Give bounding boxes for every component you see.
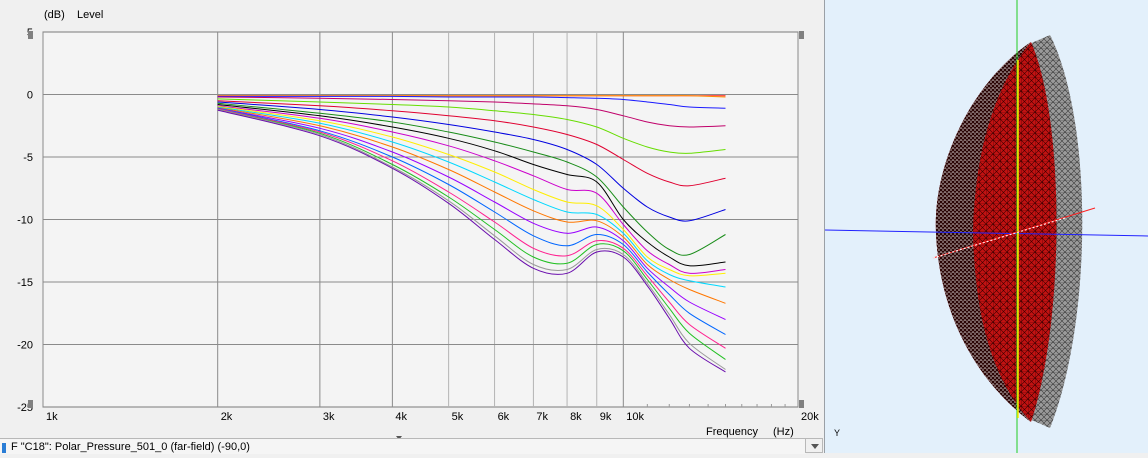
x-tick-label: 6k [498,411,510,423]
x-tick-label: 20k [801,411,819,423]
y-axis-unit: (dB) [44,9,65,21]
series-line-10 [217,105,726,274]
x-tick-label: 5k [452,411,464,423]
series-line-13 [217,107,726,304]
x-tick-label: 1k [46,411,58,423]
y-tick-label: -15 [17,277,33,289]
y-range-handle-top[interactable] [28,31,33,39]
status-text: F "C18": Polar_Pressure_501_0 (far-field… [11,441,250,453]
series-line-17 [217,109,726,360]
x-axis-label: Frequency [706,426,758,438]
series-line-18 [217,109,726,370]
series-line-3 [217,95,726,109]
y-tick-label: -10 [17,215,33,227]
x-tick-label: 9k [600,411,612,423]
frequency-response-chart: 50-5-10-15-20-25 1k2k3k4k5k6k7k8k9k10k20… [17,9,819,440]
y-axis-label: Level [77,9,103,21]
series-line-9 [217,104,726,267]
series-line-19 [217,109,726,373]
y-range-handle-bottom[interactable] [28,400,33,408]
y-tick-label: 0 [27,90,33,102]
series-line-6 [217,100,726,187]
axis-indicator-y-label: Y [834,428,841,438]
y-tick-labels: 50-5-10-15-20-25 [17,27,33,414]
series-layer [217,95,726,373]
series-line-11 [217,105,726,277]
series-line-14 [217,107,726,320]
y-tick-label: -20 [17,340,33,352]
x-axis-unit: (Hz) [773,426,794,438]
x-tick-label: 10k [626,411,644,423]
series-line-2 [217,95,726,98]
x-tick-label: 4k [395,411,407,423]
x-tick-label: 3k [323,411,335,423]
blue-axis-line [824,229,1148,237]
x-tick-label: 7k [536,411,548,423]
frequency-response-panel: 50-5-10-15-20-25 1k2k3k4k5k6k7k8k9k10k20… [17,9,820,440]
y-tick-label: -5 [23,152,33,164]
3d-viewport[interactable] [824,0,1148,453]
3d-model-view[interactable] [824,0,1148,453]
series-line-12 [217,106,726,288]
series-line-8 [217,102,726,256]
status-dropdown-button[interactable] [805,438,823,453]
series-line-5 [217,98,726,154]
x-tick-label: 2k [221,411,233,423]
x-range-handle-bottom-right[interactable] [799,400,804,408]
status-bar: F "C18": Polar_Pressure_501_0 (far-field… [0,438,806,454]
x-range-handle-top-right[interactable] [799,31,804,39]
x-tick-labels: 1k 2k 3k 4k 5k 6k 7k 8k 9k 10k 20k [46,411,819,423]
horizontal-grid [43,94,798,345]
x-tick-label: 8k [570,411,582,423]
white-axis-line [932,217,1066,259]
series-line-7 [217,101,726,222]
status-marker-icon [2,443,6,453]
panel-splitter[interactable] [824,0,825,453]
series-line-15 [217,107,726,335]
series-line-16 [217,108,726,349]
series-line-4 [217,96,726,128]
